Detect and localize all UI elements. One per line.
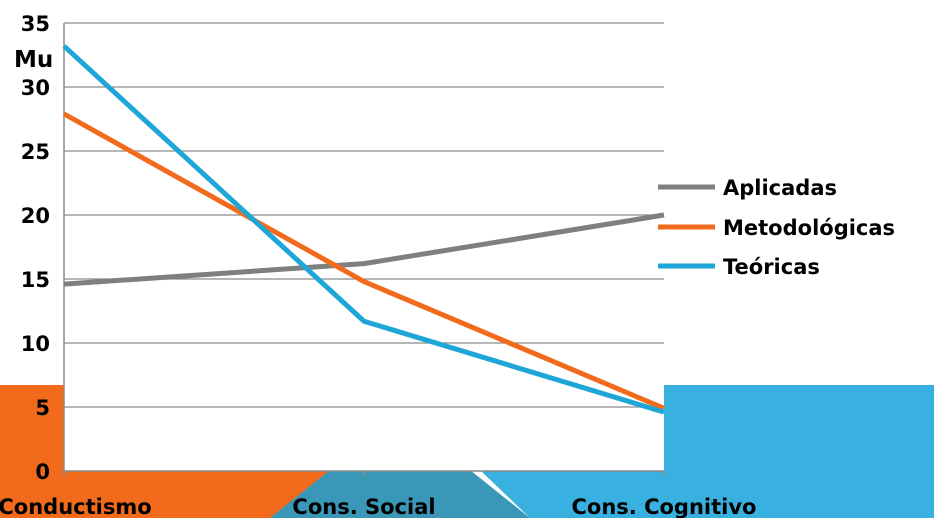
x-tick-label: Cons. Social (292, 495, 435, 518)
teal-panel (270, 470, 530, 518)
legend: Aplicadas Metodológicas Teóricas (658, 176, 895, 279)
axes (63, 23, 665, 477)
y-tick-label: 15 (21, 268, 50, 292)
y-tick-label: 20 (21, 204, 50, 228)
x-tick-label: Cons. Cognitivo (572, 495, 757, 518)
blue-panel-right (664, 385, 934, 518)
plot-area (64, 23, 664, 471)
x-tick-labels: Conductismo Cons. Social Cons. Cognitivo (0, 495, 756, 518)
y-tick-label: 25 (21, 140, 50, 164)
series-lines (62, 44, 665, 415)
y-tick-label: 35 (21, 12, 50, 36)
y-axis-label: Mu (14, 47, 53, 73)
series-line (62, 111, 665, 411)
y-tick-label: 30 (21, 76, 50, 100)
legend-label: Aplicadas (723, 176, 837, 200)
x-tick-label: Conductismo (0, 495, 152, 518)
y-tick-label: 0 (35, 460, 50, 484)
legend-label: Metodológicas (723, 216, 895, 240)
blue-panel-mid (480, 470, 664, 518)
y-tick-labels: 0 5 10 15 20 25 30 35 (21, 12, 50, 484)
y-tick-label: 5 (35, 396, 50, 420)
series-line (62, 44, 665, 415)
legend-label: Teóricas (723, 255, 820, 279)
series-line (63, 212, 665, 287)
y-tick-label: 10 (21, 332, 50, 356)
